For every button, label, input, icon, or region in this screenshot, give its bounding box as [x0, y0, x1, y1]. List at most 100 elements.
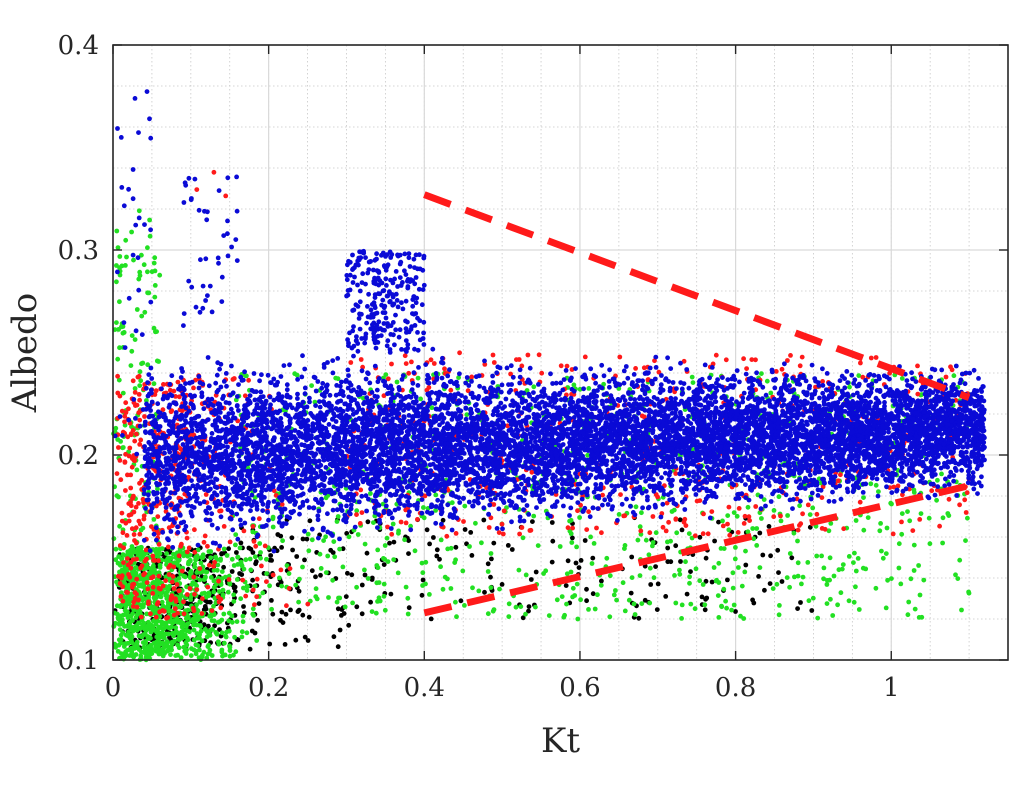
data-point: [221, 593, 226, 598]
data-point: [815, 616, 820, 621]
data-point: [288, 566, 293, 571]
data-point: [189, 646, 194, 651]
data-point: [691, 380, 696, 385]
data-point: [270, 612, 275, 617]
data-point: [825, 578, 830, 583]
data-point: [753, 504, 758, 509]
data-point: [396, 571, 401, 576]
data-point: [258, 556, 263, 561]
data-point: [194, 623, 199, 628]
data-point: [797, 503, 802, 508]
data-point: [775, 582, 780, 587]
data-point: [243, 594, 248, 599]
data-point: [976, 376, 981, 381]
data-point: [910, 528, 915, 533]
data-point: [807, 598, 812, 603]
data-point: [566, 525, 571, 530]
data-point: [789, 555, 794, 560]
data-point: [223, 634, 228, 639]
data-point: [953, 572, 958, 577]
data-point: [191, 575, 196, 580]
data-point: [917, 517, 922, 522]
data-point: [403, 353, 408, 358]
data-point: [917, 615, 922, 620]
data-point: [733, 545, 738, 550]
data-point: [171, 565, 176, 570]
data-point: [177, 553, 182, 558]
data-point: [905, 509, 910, 514]
data-point: [208, 600, 213, 605]
data-point: [189, 478, 194, 483]
data-point: [218, 605, 223, 610]
data-point: [305, 537, 310, 542]
data-point: [420, 497, 425, 502]
data-point: [185, 536, 190, 541]
data-point: [123, 400, 128, 405]
data-point: [743, 549, 748, 554]
data-point: [654, 530, 659, 535]
data-point: [154, 388, 159, 393]
data-point: [879, 549, 884, 554]
data-point: [847, 554, 852, 559]
data-point: [732, 603, 737, 608]
data-point: [900, 376, 905, 381]
data-point: [488, 575, 493, 580]
data-point: [118, 614, 123, 619]
data-point: [578, 597, 583, 602]
data-point: [583, 355, 588, 360]
data-point: [506, 614, 511, 619]
data-point: [439, 538, 444, 543]
data-point: [155, 514, 160, 519]
data-point: [170, 621, 175, 626]
data-point: [937, 524, 942, 529]
data-point: [324, 495, 329, 500]
data-point: [435, 498, 440, 503]
data-point: [227, 577, 232, 582]
data-point: [962, 497, 967, 502]
data-point: [146, 601, 151, 606]
data-point: [303, 635, 308, 640]
data-point: [354, 585, 359, 590]
data-point: [409, 360, 414, 365]
data-point: [433, 493, 438, 498]
data-point: [648, 566, 653, 571]
data-point: [131, 258, 136, 263]
data-point: [198, 578, 203, 583]
data-point: [264, 579, 269, 584]
data-point: [383, 608, 388, 613]
data-point: [115, 357, 120, 362]
data-point: [413, 548, 418, 553]
data-point: [828, 597, 833, 602]
data-point: [169, 529, 174, 534]
data-point: [135, 468, 140, 473]
data-point: [847, 385, 852, 390]
data-point: [242, 529, 247, 534]
data-point: [280, 610, 285, 615]
data-point: [118, 543, 123, 548]
data-point: [898, 582, 903, 587]
data-point: [148, 234, 153, 239]
data-point: [191, 386, 196, 391]
data-point: [571, 586, 576, 591]
data-point: [137, 621, 142, 626]
data-point: [851, 560, 856, 565]
data-point: [940, 541, 945, 546]
data-point: [246, 378, 251, 383]
data-point: [453, 600, 458, 605]
data-point: [706, 531, 711, 536]
data-point: [234, 550, 239, 555]
data-point: [125, 590, 130, 595]
data-point: [368, 600, 373, 605]
data-point: [345, 571, 350, 576]
data-point: [765, 379, 770, 384]
data-point: [673, 601, 678, 606]
data-point: [918, 593, 923, 598]
data-point: [141, 497, 146, 502]
data-point: [905, 378, 910, 383]
data-point: [693, 533, 698, 538]
data-point: [526, 353, 531, 358]
data-point: [678, 559, 683, 564]
data-point: [317, 483, 322, 488]
data-point: [125, 533, 130, 538]
data-point: [126, 563, 131, 568]
